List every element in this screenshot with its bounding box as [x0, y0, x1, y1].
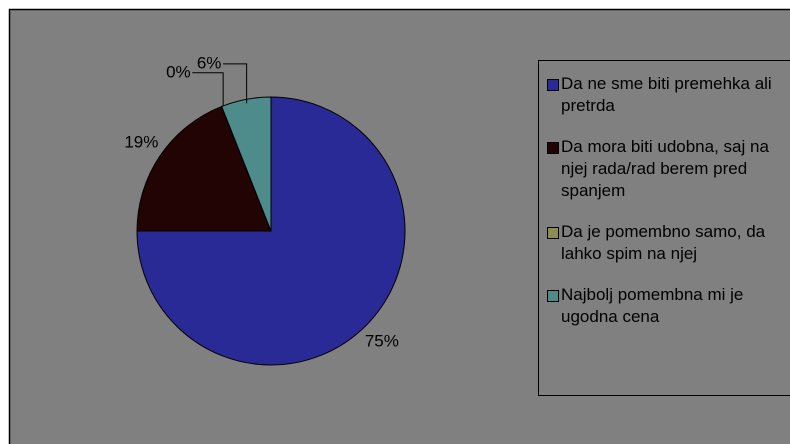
legend: Da ne sme biti premehka ali pretrda Da mo…: [538, 60, 790, 396]
legend-swatch: [547, 79, 559, 91]
legend-label: Da je pomembno samo, da lahko spim na nj…: [561, 222, 766, 263]
data-label: 0%: [166, 62, 191, 81]
leader-line: [192, 72, 224, 111]
pie-slice: [221, 96, 272, 232]
legend-label: Da mora biti udobna, saj na njej rada/ra…: [561, 137, 769, 200]
legend-swatch: [547, 290, 559, 302]
data-label: 19%: [124, 132, 158, 151]
legend-label: Da ne sme biti premehka ali pretrda: [561, 74, 772, 115]
pie-slice: [136, 105, 272, 232]
data-label: 75%: [365, 331, 399, 350]
legend-label: Najbolj pomembna mi je ugodna cena: [561, 285, 744, 326]
legend-swatch: [547, 142, 559, 154]
legend-swatch: [547, 227, 559, 239]
data-label: 6%: [197, 53, 222, 72]
leader-line: [223, 63, 248, 104]
